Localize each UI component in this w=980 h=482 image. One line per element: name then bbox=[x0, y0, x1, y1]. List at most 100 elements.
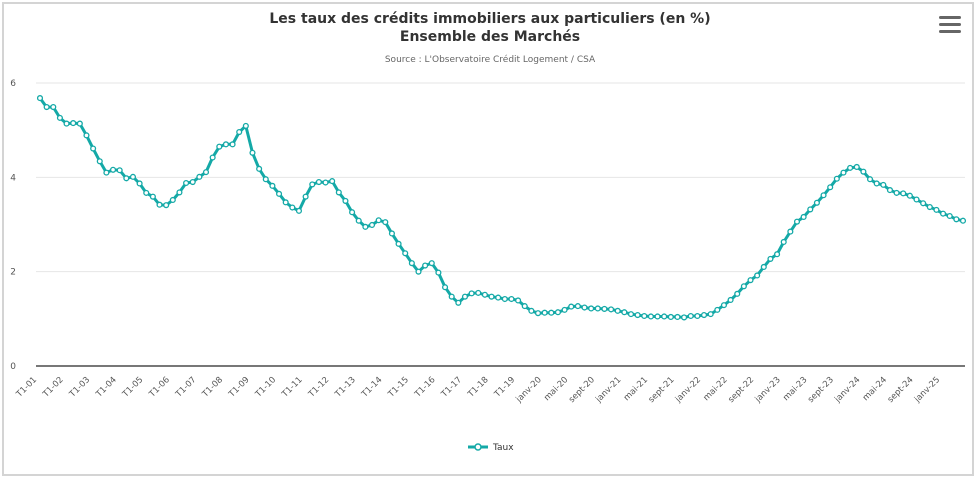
x-tick-label: T1-06 bbox=[147, 375, 172, 400]
data-point bbox=[959, 217, 967, 224]
data-point bbox=[90, 145, 97, 152]
data-point bbox=[435, 269, 442, 276]
x-tick-label: janv-25 bbox=[912, 375, 942, 405]
chart-container bbox=[2, 2, 974, 476]
data-point bbox=[176, 189, 183, 196]
data-point bbox=[96, 158, 103, 165]
data-point bbox=[222, 141, 229, 148]
legend-item-taux[interactable]: Taux bbox=[492, 443, 514, 453]
x-tick-label: mai-20 bbox=[542, 375, 570, 403]
data-point bbox=[355, 217, 362, 224]
chart-title: Les taux des crédits immobiliers aux par… bbox=[0, 10, 980, 46]
x-tick-label: mai-24 bbox=[861, 375, 889, 403]
data-point bbox=[362, 223, 369, 230]
legend-marker bbox=[474, 443, 482, 451]
data-point bbox=[116, 167, 123, 174]
data-point bbox=[395, 240, 402, 247]
data-point bbox=[654, 313, 661, 320]
data-point bbox=[501, 295, 508, 303]
data-point bbox=[694, 312, 701, 320]
data-point bbox=[913, 196, 920, 203]
x-tick-label: T1-04 bbox=[94, 375, 119, 400]
data-point bbox=[342, 197, 349, 204]
data-point bbox=[521, 303, 528, 310]
data-point bbox=[475, 289, 482, 296]
data-point bbox=[787, 228, 794, 235]
data-point bbox=[827, 184, 834, 191]
data-point bbox=[123, 175, 130, 182]
data-point bbox=[289, 204, 296, 211]
data-point bbox=[820, 192, 827, 199]
data-point bbox=[103, 169, 110, 176]
x-tick-label: T1-14 bbox=[359, 375, 384, 400]
data-point bbox=[608, 306, 615, 313]
data-point bbox=[568, 303, 575, 310]
data-point bbox=[202, 169, 210, 176]
data-point bbox=[70, 120, 77, 127]
data-point bbox=[933, 206, 940, 213]
data-point bbox=[621, 309, 628, 316]
data-point bbox=[840, 169, 847, 176]
data-point bbox=[428, 260, 435, 267]
data-point bbox=[581, 304, 588, 311]
data-point bbox=[368, 221, 376, 229]
data-point bbox=[554, 309, 561, 316]
data-point bbox=[375, 217, 382, 224]
x-tick-label: sept-20 bbox=[567, 375, 597, 405]
data-point bbox=[588, 305, 595, 312]
data-point bbox=[249, 149, 256, 156]
data-point bbox=[236, 129, 243, 136]
data-point bbox=[388, 230, 395, 237]
y-tick-label: 0 bbox=[10, 362, 16, 372]
data-point bbox=[189, 179, 196, 186]
x-tick-label: sept-24 bbox=[886, 375, 916, 405]
data-point bbox=[574, 303, 581, 310]
data-point bbox=[561, 306, 568, 313]
x-tick-label: janv-20 bbox=[514, 375, 544, 405]
data-point bbox=[50, 104, 57, 111]
data-point bbox=[461, 293, 469, 300]
data-point bbox=[129, 173, 137, 180]
data-point bbox=[295, 207, 303, 214]
data-point bbox=[143, 189, 150, 196]
data-point bbox=[488, 293, 495, 300]
x-tick-label: T1-08 bbox=[200, 375, 225, 400]
data-point bbox=[183, 179, 190, 187]
data-point bbox=[43, 104, 50, 111]
y-tick-label: 6 bbox=[10, 79, 16, 89]
data-point bbox=[740, 283, 747, 290]
data-point bbox=[734, 290, 741, 297]
x-tick-label: T1-16 bbox=[412, 375, 437, 400]
data-point bbox=[548, 309, 555, 316]
data-point bbox=[601, 305, 608, 312]
x-tick-label: T1-18 bbox=[466, 375, 491, 400]
data-point bbox=[508, 295, 515, 303]
data-point bbox=[216, 143, 223, 150]
x-tick-label: T1-13 bbox=[333, 375, 358, 400]
data-point bbox=[793, 218, 801, 225]
data-point bbox=[614, 307, 621, 314]
data-point bbox=[415, 268, 422, 275]
x-tick-label: janv-23 bbox=[753, 375, 783, 405]
x-tick-label: T1-09 bbox=[227, 375, 252, 400]
data-point bbox=[641, 312, 648, 320]
data-point bbox=[681, 314, 688, 321]
x-tick-label: T1-12 bbox=[306, 375, 331, 400]
data-point bbox=[800, 213, 807, 221]
data-point bbox=[847, 164, 854, 171]
data-point bbox=[634, 312, 641, 319]
data-point bbox=[83, 132, 90, 139]
x-tick-label: mai-22 bbox=[702, 375, 730, 403]
x-tick-label: T1-10 bbox=[253, 375, 278, 400]
data-point bbox=[282, 199, 289, 206]
x-tick-label: T1-07 bbox=[173, 375, 198, 400]
data-point bbox=[727, 296, 734, 304]
data-point bbox=[760, 263, 767, 271]
hamburger-menu-icon[interactable] bbox=[939, 16, 961, 34]
data-point bbox=[63, 120, 70, 127]
x-tick-label: T1-19 bbox=[492, 375, 517, 400]
y-tick-label: 2 bbox=[10, 268, 16, 278]
data-point bbox=[893, 189, 900, 196]
x-tick-label: sept-23 bbox=[806, 375, 836, 405]
